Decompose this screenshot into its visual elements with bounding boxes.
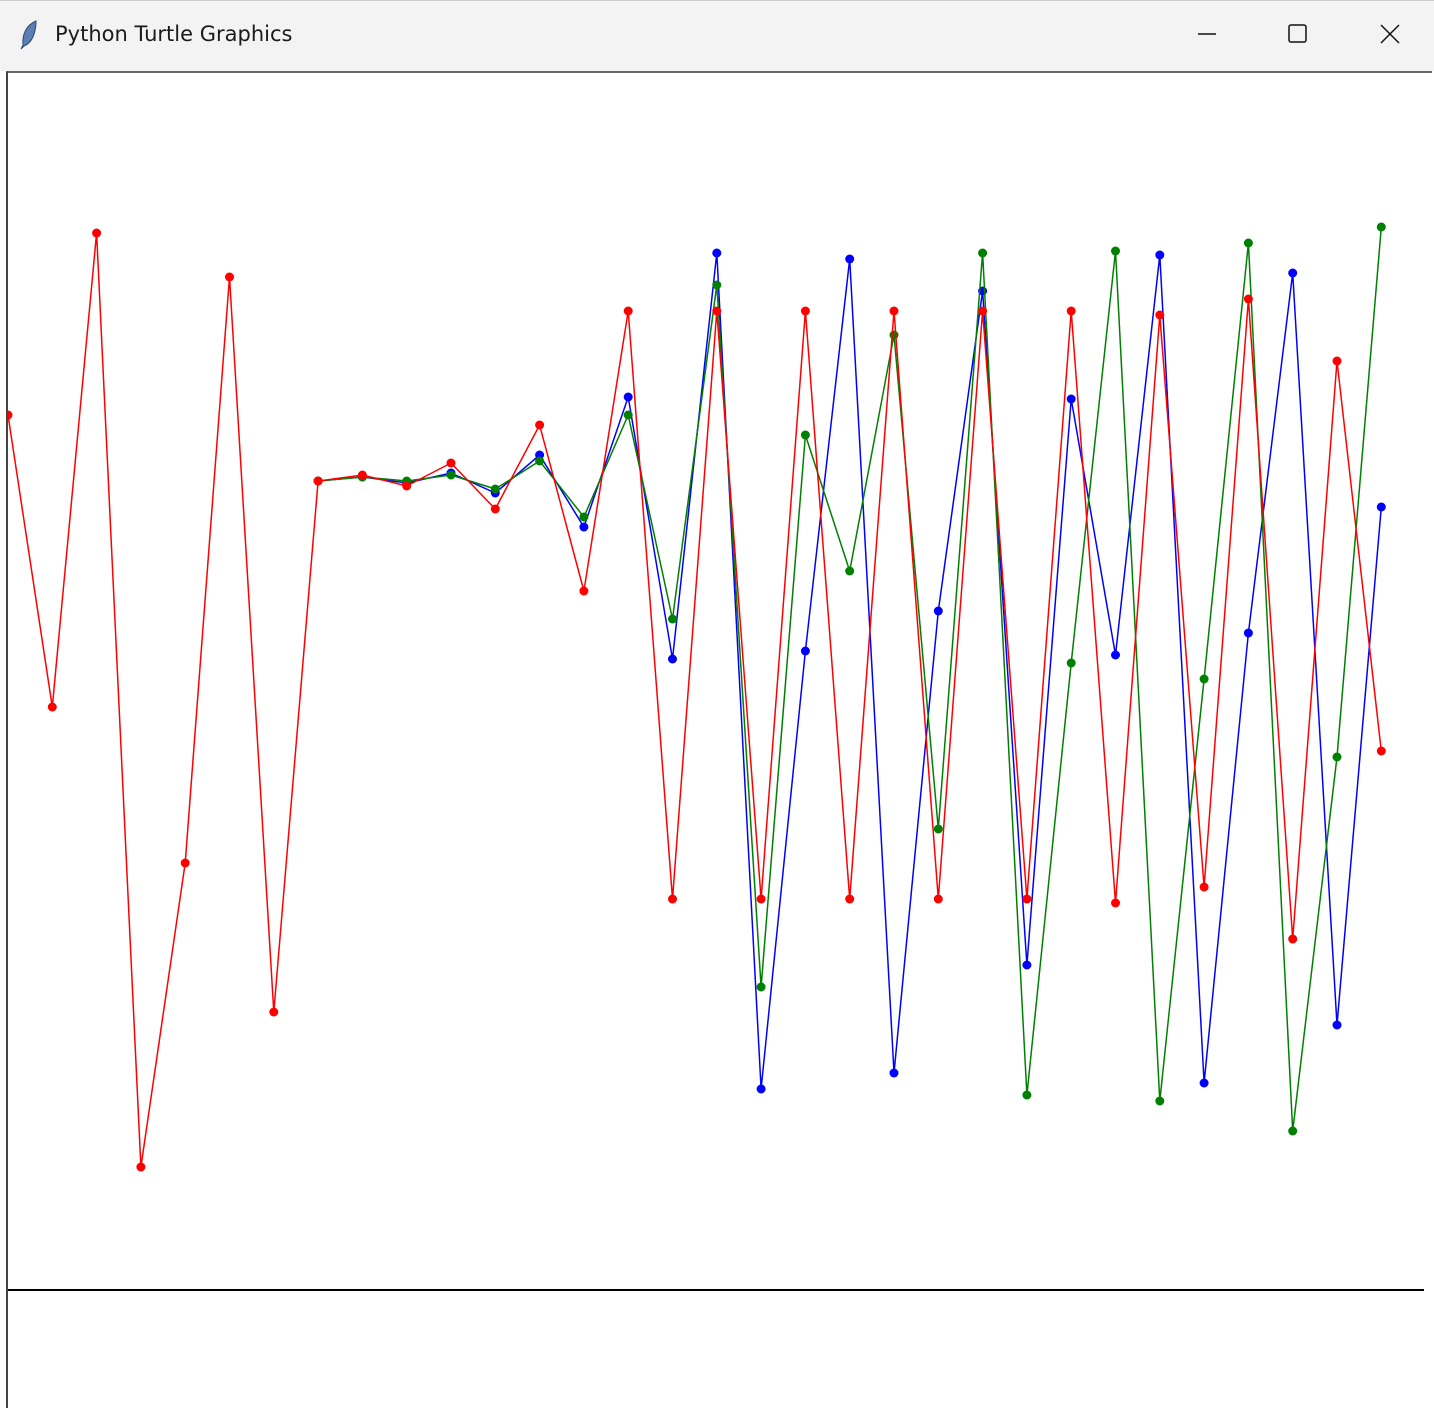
turtle-canvas — [6, 71, 1432, 1408]
data-point-2-26 — [1155, 310, 1165, 320]
data-point-1-13 — [889, 330, 899, 340]
data-point-1-4 — [490, 484, 500, 494]
close-button[interactable] — [1344, 1, 1434, 67]
data-point-2-19 — [845, 894, 855, 904]
data-point-2-28 — [1243, 294, 1253, 304]
data-point-1-5 — [535, 456, 545, 466]
data-point-0-13 — [889, 1068, 899, 1078]
data-point-2-12 — [535, 420, 545, 430]
data-point-0-23 — [1332, 1020, 1342, 1030]
data-point-2-15 — [668, 894, 677, 904]
data-point-2-22 — [978, 306, 988, 316]
data-point-2-0 — [8, 410, 13, 420]
data-point-2-30 — [1332, 356, 1342, 366]
data-point-0-7 — [623, 392, 633, 402]
data-point-1-20 — [1199, 674, 1209, 684]
data-point-0-6 — [579, 522, 589, 532]
data-point-2-11 — [490, 504, 500, 514]
data-point-2-2 — [92, 228, 102, 238]
feather-icon — [20, 20, 37, 50]
minimize-button[interactable] — [1161, 1, 1253, 67]
data-point-2-9 — [402, 481, 412, 491]
series-line-1 — [318, 226, 1383, 1132]
data-point-1-23 — [1332, 752, 1342, 762]
data-point-1-19 — [1155, 1096, 1165, 1106]
data-point-2-27 — [1199, 882, 1209, 892]
data-point-2-10 — [446, 458, 456, 468]
data-point-2-29 — [1288, 934, 1298, 944]
data-point-1-7 — [623, 410, 633, 420]
data-point-2-14 — [623, 306, 633, 316]
data-point-2-17 — [756, 894, 766, 904]
data-point-2-18 — [800, 306, 810, 316]
data-point-2-6 — [269, 1007, 279, 1017]
data-point-0-16 — [1022, 960, 1032, 970]
data-point-2-7 — [313, 476, 323, 486]
data-point-0-19 — [1155, 250, 1165, 260]
maximize-icon — [1288, 24, 1307, 43]
data-point-2-13 — [579, 586, 589, 596]
data-point-1-11 — [800, 430, 810, 440]
data-point-2-25 — [1111, 898, 1120, 908]
data-point-1-9 — [712, 280, 722, 290]
data-point-1-18 — [1111, 246, 1120, 256]
data-point-0-8 — [668, 654, 677, 664]
data-point-0-21 — [1243, 628, 1253, 638]
data-point-2-24 — [1066, 306, 1076, 316]
window-title: Python Turtle Graphics — [55, 22, 293, 46]
data-point-2-31 — [1376, 746, 1386, 756]
data-point-2-20 — [889, 306, 899, 316]
data-point-0-24 — [1376, 502, 1386, 512]
data-point-1-6 — [579, 512, 589, 522]
line-chart — [8, 222, 1424, 1291]
minimize-icon — [1198, 33, 1216, 35]
data-point-1-21 — [1243, 238, 1253, 248]
data-point-0-20 — [1199, 1078, 1209, 1088]
data-point-0-18 — [1111, 650, 1120, 660]
data-point-1-8 — [668, 614, 677, 624]
data-point-1-14 — [933, 824, 943, 834]
close-icon — [1380, 24, 1400, 44]
data-point-0-12 — [845, 254, 855, 264]
data-point-2-4 — [180, 858, 190, 868]
data-point-1-10 — [756, 982, 766, 992]
data-point-1-3 — [446, 470, 456, 480]
series-line-2 — [8, 232, 1383, 1168]
data-point-1-16 — [1022, 1090, 1032, 1100]
series-line-0 — [318, 252, 1383, 1090]
data-point-1-12 — [845, 566, 855, 576]
data-point-2-5 — [225, 272, 234, 282]
data-point-2-21 — [933, 894, 943, 904]
data-point-1-15 — [978, 248, 988, 258]
data-point-0-9 — [712, 248, 722, 258]
data-point-0-14 — [933, 606, 943, 616]
maximize-button[interactable] — [1252, 1, 1344, 67]
data-point-1-22 — [1288, 1126, 1298, 1136]
title-bar: Python Turtle Graphics — [0, 0, 1434, 71]
data-point-2-16 — [712, 306, 722, 316]
data-point-0-17 — [1066, 394, 1076, 404]
data-point-0-11 — [800, 646, 810, 656]
data-point-0-10 — [756, 1084, 766, 1094]
data-point-1-17 — [1066, 658, 1076, 668]
data-point-2-23 — [1022, 894, 1032, 904]
data-point-2-8 — [357, 470, 367, 480]
data-point-2-1 — [47, 702, 57, 712]
data-point-0-22 — [1288, 268, 1298, 278]
data-point-1-24 — [1376, 222, 1386, 232]
data-point-2-3 — [136, 1162, 146, 1172]
